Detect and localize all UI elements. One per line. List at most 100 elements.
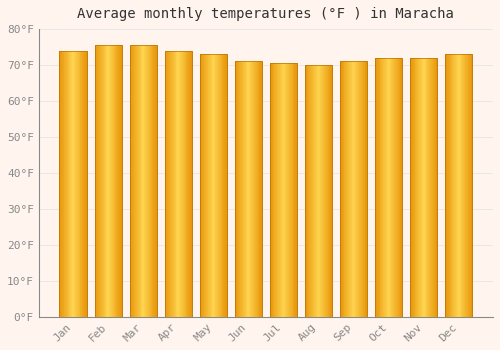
Bar (432, 58, 433, 317)
Bar (280, 63, 281, 317)
Bar (361, 62, 362, 317)
Bar (200, 54, 227, 317)
Bar (396, 58, 397, 317)
Bar (394, 58, 395, 317)
Bar (347, 62, 348, 317)
Bar (189, 51, 190, 317)
Bar (468, 54, 469, 317)
Bar (224, 54, 225, 317)
Bar (357, 62, 358, 317)
Bar (380, 58, 382, 317)
Bar (315, 65, 316, 317)
Bar (116, 45, 117, 317)
Bar (252, 62, 253, 317)
Bar (284, 63, 286, 317)
Bar (376, 58, 377, 317)
Bar (210, 54, 212, 317)
Bar (261, 62, 262, 317)
Bar (208, 54, 209, 317)
Bar (220, 54, 222, 317)
Bar (274, 63, 276, 317)
Bar (207, 54, 208, 317)
Bar (76, 51, 77, 317)
Bar (386, 58, 387, 317)
Bar (410, 58, 438, 317)
Bar (351, 62, 352, 317)
Bar (364, 62, 366, 317)
Bar (253, 62, 254, 317)
Bar (322, 65, 323, 317)
Bar (312, 65, 313, 317)
Bar (358, 62, 359, 317)
Bar (250, 62, 251, 317)
Bar (62, 51, 63, 317)
Bar (464, 54, 465, 317)
Bar (238, 62, 240, 317)
Bar (226, 54, 227, 317)
Bar (348, 62, 349, 317)
Bar (308, 65, 310, 317)
Bar (121, 45, 122, 317)
Bar (94, 45, 122, 317)
Bar (430, 58, 431, 317)
Bar (98, 45, 99, 317)
Bar (352, 62, 354, 317)
Bar (70, 51, 72, 317)
Bar (60, 51, 62, 317)
Bar (418, 58, 419, 317)
Bar (200, 54, 202, 317)
Bar (200, 54, 227, 317)
Bar (423, 58, 424, 317)
Bar (147, 45, 148, 317)
Bar (172, 51, 173, 317)
Bar (225, 54, 226, 317)
Bar (350, 62, 351, 317)
Bar (276, 63, 277, 317)
Bar (375, 58, 376, 317)
Bar (204, 54, 205, 317)
Bar (328, 65, 330, 317)
Bar (383, 58, 384, 317)
Bar (176, 51, 178, 317)
Bar (102, 45, 104, 317)
Bar (305, 65, 306, 317)
Bar (340, 62, 367, 317)
Bar (215, 54, 216, 317)
Bar (254, 62, 255, 317)
Bar (286, 63, 287, 317)
Bar (395, 58, 396, 317)
Bar (60, 51, 87, 317)
Bar (460, 54, 462, 317)
Bar (83, 51, 84, 317)
Bar (97, 45, 98, 317)
Bar (164, 51, 192, 317)
Bar (431, 58, 432, 317)
Bar (445, 54, 446, 317)
Bar (419, 58, 420, 317)
Bar (326, 65, 328, 317)
Bar (150, 45, 152, 317)
Bar (325, 65, 326, 317)
Bar (390, 58, 392, 317)
Bar (313, 65, 314, 317)
Bar (436, 58, 438, 317)
Bar (143, 45, 144, 317)
Bar (288, 63, 289, 317)
Bar (388, 58, 390, 317)
Bar (462, 54, 464, 317)
Bar (465, 54, 466, 317)
Bar (306, 65, 308, 317)
Bar (65, 51, 66, 317)
Bar (354, 62, 356, 317)
Bar (410, 58, 411, 317)
Bar (140, 45, 141, 317)
Bar (455, 54, 456, 317)
Bar (169, 51, 170, 317)
Bar (277, 63, 278, 317)
Bar (80, 51, 82, 317)
Bar (446, 54, 447, 317)
Bar (251, 62, 252, 317)
Bar (340, 62, 341, 317)
Bar (398, 58, 400, 317)
Bar (164, 51, 192, 317)
